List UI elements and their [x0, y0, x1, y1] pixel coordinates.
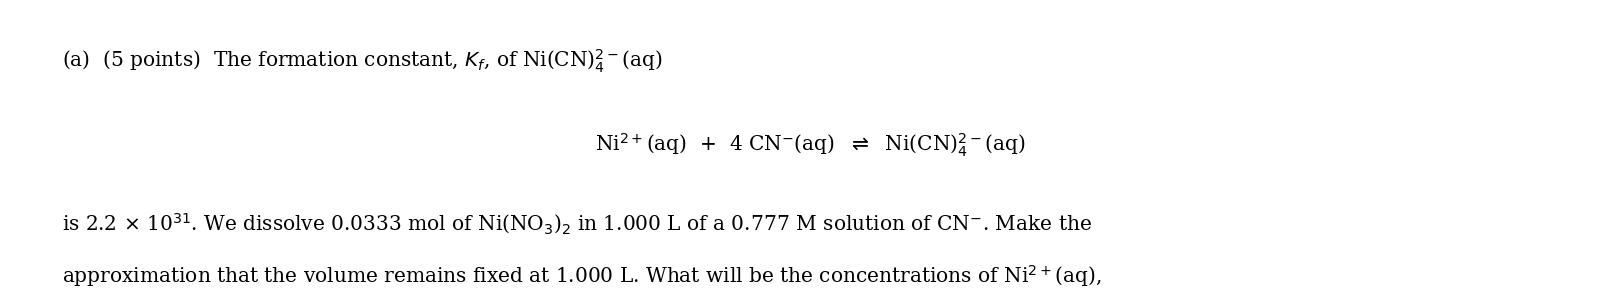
Text: approximation that the volume remains fixed at 1.000 L. What will be the concent: approximation that the volume remains fi… [62, 263, 1102, 289]
Text: (a)  (5 points)  The formation constant, $K_f$, of Ni(CN)$_4^{2-}$(aq): (a) (5 points) The formation constant, $… [62, 47, 663, 75]
Text: is 2.2 $\times$ 10$^{31}$. We dissolve 0.0333 mol of Ni(NO$_3$)$_2$ in 1.000 L o: is 2.2 $\times$ 10$^{31}$. We dissolve 0… [62, 212, 1092, 236]
Text: Ni$^{2+}$(aq)  +  4 CN$^{-}$(aq)  $\rightleftharpoons$  Ni(CN)$_4^{2-}$(aq): Ni$^{2+}$(aq) + 4 CN$^{-}$(aq) $\rightle… [595, 132, 1025, 159]
